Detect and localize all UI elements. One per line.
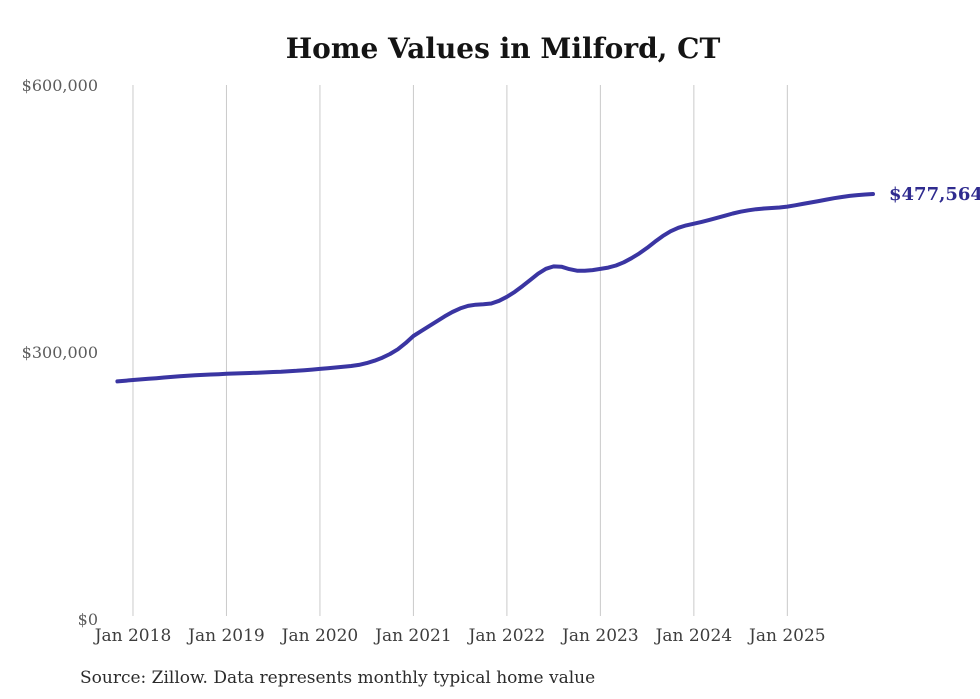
x-tick-label: Jan 2021: [373, 626, 452, 646]
x-tick-label: Jan 2019: [186, 626, 265, 646]
x-tick-label: Jan 2022: [467, 626, 546, 646]
y-tick-label: $300,000: [22, 343, 98, 362]
y-tick-label: $0: [78, 610, 98, 629]
chart-title: Home Values in Milford, CT: [286, 32, 721, 65]
home-value-series-line: [115, 192, 875, 384]
x-tick-label: Jan 2023: [560, 626, 639, 646]
x-tick-label: Jan 2024: [654, 626, 733, 646]
source-note: Source: Zillow. Data represents monthly …: [80, 668, 595, 688]
x-axis-tick-labels: Jan 2018 Jan 2019 Jan 2020 Jan 2021 Jan 2022…: [93, 626, 826, 646]
y-tick-label: $600,000: [22, 76, 98, 95]
x-tick-label: Jan 2018: [93, 626, 172, 646]
x-tick-label: Jan 2020: [280, 626, 359, 646]
end-value-label: $477,564: [889, 184, 980, 205]
x-tick-label: Jan 2025: [747, 626, 826, 646]
y-axis-tick-labels: $0 $300,000 $600,000: [22, 76, 98, 629]
vertical-gridlines: [132, 85, 788, 616]
